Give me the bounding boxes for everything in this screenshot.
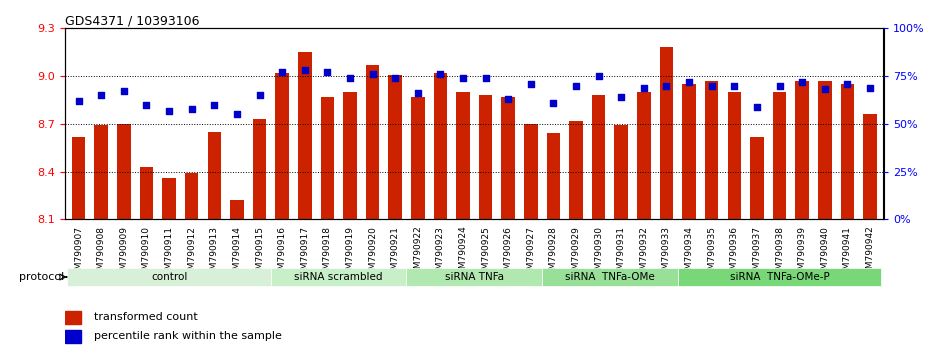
- Point: [72, 98, 86, 104]
- Point: [772, 83, 787, 88]
- Point: [388, 75, 403, 81]
- Bar: [773, 92, 786, 219]
- Bar: [591, 95, 605, 219]
- Point: [206, 102, 221, 108]
- Bar: [253, 119, 266, 219]
- Bar: [615, 126, 628, 219]
- Point: [636, 85, 651, 90]
- Text: siRNA  TNFa-OMe: siRNA TNFa-OMe: [565, 272, 655, 282]
- Point: [478, 75, 493, 81]
- Bar: [569, 121, 583, 219]
- FancyBboxPatch shape: [271, 268, 406, 286]
- Bar: [65, 311, 82, 324]
- Point: [94, 92, 109, 98]
- Bar: [411, 97, 425, 219]
- Bar: [321, 97, 334, 219]
- Point: [140, 102, 154, 108]
- Point: [184, 106, 199, 112]
- Point: [862, 85, 877, 90]
- Point: [410, 91, 425, 96]
- Point: [456, 75, 471, 81]
- Bar: [298, 52, 312, 219]
- Bar: [524, 124, 538, 219]
- Bar: [95, 126, 108, 219]
- Text: protocol: protocol: [19, 272, 64, 282]
- Text: siRNA scrambled: siRNA scrambled: [295, 272, 383, 282]
- FancyBboxPatch shape: [406, 268, 542, 286]
- Point: [682, 79, 697, 85]
- Point: [614, 94, 629, 100]
- FancyBboxPatch shape: [67, 268, 271, 286]
- Point: [230, 112, 245, 117]
- Point: [727, 83, 742, 88]
- Bar: [705, 81, 719, 219]
- Point: [659, 83, 674, 88]
- Bar: [795, 81, 809, 219]
- FancyBboxPatch shape: [678, 268, 882, 286]
- Point: [591, 73, 606, 79]
- Bar: [479, 95, 492, 219]
- Text: siRNA  TNFa-OMe-P: siRNA TNFa-OMe-P: [730, 272, 830, 282]
- Bar: [163, 178, 176, 219]
- Point: [365, 72, 380, 77]
- Point: [750, 104, 764, 109]
- Point: [342, 75, 357, 81]
- Bar: [433, 73, 447, 219]
- Bar: [140, 167, 153, 219]
- Bar: [365, 65, 379, 219]
- Point: [433, 72, 448, 77]
- Point: [568, 83, 583, 88]
- Bar: [818, 81, 831, 219]
- Point: [116, 88, 131, 94]
- Text: GDS4371 / 10393106: GDS4371 / 10393106: [65, 14, 200, 27]
- Bar: [72, 137, 86, 219]
- Text: percentile rank within the sample: percentile rank within the sample: [94, 331, 282, 341]
- FancyBboxPatch shape: [542, 268, 678, 286]
- Bar: [343, 92, 357, 219]
- Text: siRNA TNFa: siRNA TNFa: [445, 272, 504, 282]
- Bar: [683, 84, 696, 219]
- Bar: [65, 330, 82, 343]
- Point: [500, 96, 515, 102]
- Bar: [207, 132, 221, 219]
- Bar: [751, 137, 764, 219]
- Bar: [863, 114, 877, 219]
- Point: [794, 79, 809, 85]
- Bar: [185, 173, 198, 219]
- Point: [274, 69, 289, 75]
- Point: [162, 108, 177, 113]
- Text: transformed count: transformed count: [94, 312, 197, 322]
- Bar: [457, 92, 470, 219]
- Bar: [275, 73, 289, 219]
- Point: [320, 69, 335, 75]
- Bar: [117, 124, 130, 219]
- Point: [817, 87, 832, 92]
- Point: [704, 83, 719, 88]
- Bar: [841, 84, 854, 219]
- Point: [840, 81, 855, 87]
- Bar: [659, 47, 673, 219]
- Point: [298, 68, 312, 73]
- Bar: [230, 200, 244, 219]
- Point: [252, 92, 267, 98]
- Bar: [389, 75, 402, 219]
- Bar: [501, 97, 515, 219]
- Point: [546, 100, 561, 106]
- Bar: [637, 92, 651, 219]
- Bar: [727, 92, 741, 219]
- Point: [524, 81, 538, 87]
- Text: control: control: [151, 272, 187, 282]
- Bar: [547, 133, 560, 219]
